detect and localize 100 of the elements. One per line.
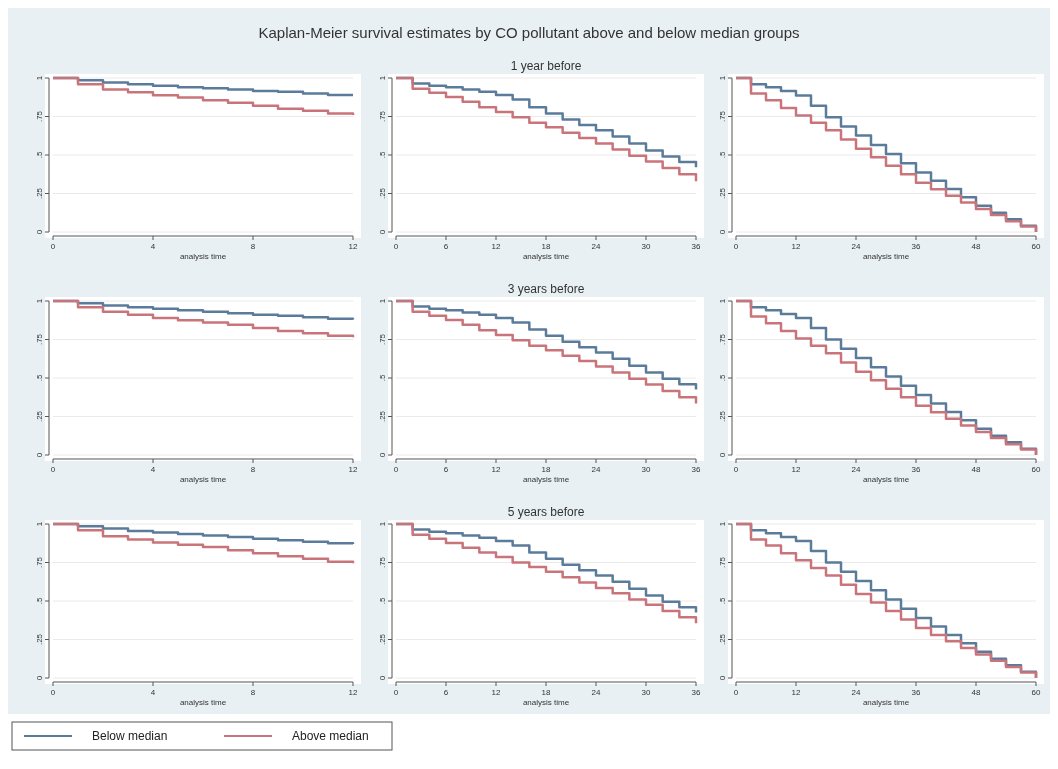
x-tick-label: 12 (348, 465, 358, 474)
x-tick-label: 0 (50, 242, 56, 251)
y-tick-label: .75 (378, 110, 387, 123)
x-tick-label: 18 (541, 688, 551, 697)
x-tick-label: 0 (733, 688, 739, 697)
y-tick-label: 1 (378, 298, 387, 304)
y-tick-label: .25 (35, 633, 44, 646)
x-tick-label: 36 (911, 242, 921, 251)
x-tick-label: 48 (971, 465, 981, 474)
y-tick-label: .5 (718, 151, 727, 159)
x-tick-label: 12 (791, 688, 801, 697)
x-tick-label: 8 (250, 242, 256, 251)
x-tick-label: 6 (443, 242, 449, 251)
y-tick-label: 0 (378, 229, 387, 235)
y-tick-label: .75 (718, 110, 727, 123)
x-tick-label: 24 (591, 242, 601, 251)
y-tick-label: .5 (378, 374, 387, 382)
x-tick-label: 0 (733, 242, 739, 251)
x-tick-label: 4 (150, 688, 156, 697)
y-tick-label: .5 (378, 597, 387, 605)
x-axis-title: analysis time (179, 698, 227, 707)
x-tick-label: 12 (348, 688, 358, 697)
y-tick-label: 1 (35, 75, 44, 81)
legend-label: Above median (292, 729, 369, 743)
x-tick-label: 24 (591, 688, 601, 697)
y-tick-label: .5 (718, 597, 727, 605)
y-tick-label: .75 (718, 556, 727, 569)
x-tick-label: 30 (641, 688, 651, 697)
y-tick-label: .5 (35, 374, 44, 382)
x-tick-label: 36 (691, 465, 701, 474)
x-axis-title: analysis time (179, 252, 227, 261)
x-axis-title: analysis time (179, 475, 227, 484)
y-tick-label: .25 (35, 187, 44, 200)
y-tick-label: 1 (35, 298, 44, 304)
y-tick-label: 0 (35, 675, 44, 681)
x-tick-label: 8 (250, 688, 256, 697)
y-tick-label: .75 (35, 110, 44, 123)
x-tick-label: 4 (150, 465, 156, 474)
y-tick-label: .75 (35, 333, 44, 346)
x-tick-label: 8 (250, 465, 256, 474)
x-tick-label: 12 (348, 242, 358, 251)
y-tick-label: 1 (378, 75, 387, 81)
x-tick-label: 12 (791, 242, 801, 251)
y-tick-label: .25 (718, 187, 727, 200)
y-tick-label: .5 (35, 151, 44, 159)
x-tick-label: 48 (971, 688, 981, 697)
x-tick-label: 0 (50, 465, 56, 474)
x-tick-label: 0 (393, 465, 399, 474)
chart-title: Kaplan-Meier survival estimates by CO pollutant above and below median groups (258, 24, 800, 41)
x-tick-label: 24 (851, 688, 861, 697)
x-axis-title: analysis time (862, 252, 910, 261)
y-tick-label: .25 (378, 187, 387, 200)
y-tick-label: 0 (35, 452, 44, 458)
x-tick-label: 30 (641, 242, 651, 251)
y-tick-label: 0 (378, 452, 387, 458)
x-axis-title: analysis time (522, 698, 570, 707)
x-tick-label: 12 (491, 242, 501, 251)
x-tick-label: 60 (1031, 688, 1041, 697)
x-tick-label: 36 (691, 242, 701, 251)
x-tick-label: 12 (491, 688, 501, 697)
x-axis-title: analysis time (862, 698, 910, 707)
x-tick-label: 4 (150, 242, 156, 251)
x-tick-label: 36 (911, 465, 921, 474)
y-tick-label: 0 (718, 452, 727, 458)
x-tick-label: 6 (443, 465, 449, 474)
y-tick-label: .25 (378, 410, 387, 423)
y-tick-label: 0 (718, 675, 727, 681)
y-tick-label: 0 (35, 229, 44, 235)
x-tick-label: 0 (393, 242, 399, 251)
x-tick-label: 0 (50, 688, 56, 697)
x-tick-label: 60 (1031, 242, 1041, 251)
legend-label: Below median (92, 729, 168, 743)
x-tick-label: 36 (911, 688, 921, 697)
x-tick-label: 24 (851, 465, 861, 474)
x-tick-label: 18 (541, 242, 551, 251)
chart-subtitle: 3 years before (507, 282, 585, 296)
x-axis-title: analysis time (862, 475, 910, 484)
y-tick-label: .75 (718, 333, 727, 346)
y-tick-label: 1 (718, 75, 727, 81)
y-tick-label: 0 (718, 229, 727, 235)
x-tick-label: 60 (1031, 465, 1041, 474)
y-tick-label: .25 (718, 410, 727, 423)
x-tick-label: 24 (591, 465, 601, 474)
y-tick-label: 0 (378, 675, 387, 681)
y-tick-label: .5 (35, 597, 44, 605)
x-tick-label: 12 (491, 465, 501, 474)
y-tick-label: .25 (35, 410, 44, 423)
x-tick-label: 30 (641, 465, 651, 474)
y-tick-label: .25 (718, 633, 727, 646)
x-tick-label: 0 (733, 465, 739, 474)
y-tick-label: .75 (35, 556, 44, 569)
x-axis-title: analysis time (522, 475, 570, 484)
y-tick-label: 1 (718, 298, 727, 304)
x-tick-label: 6 (443, 688, 449, 697)
y-tick-label: .5 (378, 151, 387, 159)
x-tick-label: 18 (541, 465, 551, 474)
y-tick-label: .75 (378, 556, 387, 569)
x-axis-title: analysis time (522, 252, 570, 261)
chart-subtitle: 5 years before (507, 505, 585, 519)
y-tick-label: 1 (718, 521, 727, 527)
